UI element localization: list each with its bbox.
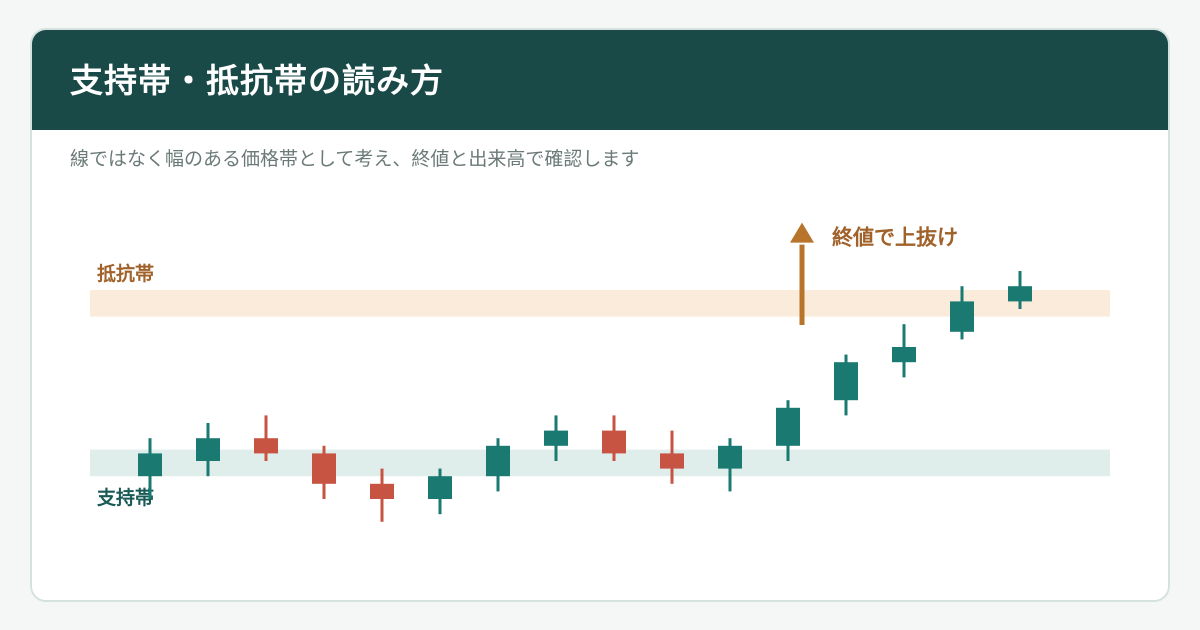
candle-4 bbox=[312, 445, 336, 499]
candle-body bbox=[544, 430, 568, 446]
resistance-label: 抵抗帯 bbox=[97, 262, 154, 285]
breakout-annotation: 終値で上抜け bbox=[832, 226, 958, 250]
candles-group bbox=[138, 271, 1032, 522]
candle-body bbox=[892, 347, 916, 363]
candle-body bbox=[428, 476, 452, 499]
candle-12 bbox=[776, 400, 800, 461]
candle-body bbox=[602, 430, 626, 454]
candle-body bbox=[660, 453, 684, 469]
page-subtitle: 線ではなく幅のある価格帯として考え、終値と出来高で確認します bbox=[70, 148, 640, 170]
candle-13 bbox=[834, 354, 858, 416]
candle-3 bbox=[254, 415, 278, 461]
candle-2 bbox=[196, 423, 220, 477]
candle-10 bbox=[660, 430, 684, 484]
candle-body bbox=[196, 438, 220, 461]
candle-body bbox=[1008, 286, 1032, 302]
candle-5 bbox=[370, 468, 394, 522]
candle-6 bbox=[428, 468, 452, 515]
support-label: 支持帯 bbox=[96, 486, 154, 509]
candle-body bbox=[718, 445, 742, 469]
candle-body bbox=[138, 453, 162, 477]
candle-14 bbox=[892, 324, 916, 378]
candle-16 bbox=[1008, 271, 1032, 309]
candle-body bbox=[370, 483, 394, 499]
candle-11 bbox=[718, 438, 742, 492]
header-bar: 支持帯・抵抗帯の読み方 bbox=[32, 30, 1168, 130]
support-band bbox=[90, 449, 1110, 477]
candle-7 bbox=[486, 438, 510, 492]
breakout-arrow-head bbox=[790, 222, 814, 243]
candle-body bbox=[776, 407, 800, 446]
candle-1 bbox=[138, 438, 162, 499]
resistance-band bbox=[90, 290, 1110, 317]
candle-9 bbox=[602, 415, 626, 461]
candle-body bbox=[834, 362, 858, 401]
candle-body bbox=[950, 301, 974, 332]
candle-body bbox=[486, 445, 510, 477]
candle-body bbox=[312, 453, 336, 484]
candle-15 bbox=[950, 286, 974, 340]
candle-8 bbox=[544, 415, 568, 461]
candle-body bbox=[254, 438, 278, 454]
page-title: 支持帯・抵抗帯の読み方 bbox=[70, 61, 444, 100]
